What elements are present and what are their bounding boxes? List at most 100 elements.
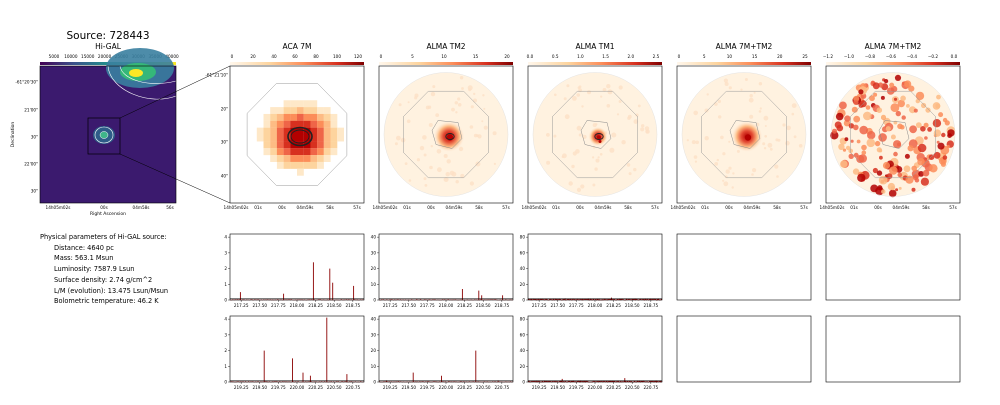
- noise-speck: [793, 135, 797, 139]
- map-x-tick: 00s: [576, 205, 584, 210]
- aca-pixel: [297, 127, 304, 135]
- noise-blob: [861, 150, 867, 155]
- noise-speck: [751, 173, 754, 176]
- spectrum-panel-4: 0 10 20 30 40 219.25 219.50 219.75 220.00 220.25 2…: [371, 315, 514, 390]
- noise-blob: [933, 151, 941, 159]
- noise-blob: [936, 94, 941, 100]
- aca-pixel: [270, 120, 277, 128]
- aca-pixel: [297, 155, 304, 162]
- hi-gal-y-tick: 30": [31, 135, 38, 140]
- aca-pixel: [330, 127, 338, 135]
- noise-blob: [911, 165, 917, 172]
- spectrum-x-tick: 220.50: [476, 385, 491, 390]
- spectrum-x-tick: 217.50: [550, 303, 565, 308]
- spectrum-x-tick: 217.75: [569, 303, 584, 308]
- hi-gal-colorbar-tick: 10000: [64, 54, 78, 59]
- noise-speck: [576, 187, 582, 192]
- noise-blob: [888, 189, 897, 198]
- spectrum-x-tick: 220.75: [346, 385, 361, 390]
- noise-speck: [723, 181, 729, 187]
- noise-speck: [436, 149, 442, 154]
- params-heading: Physical parameters of Hi-GAL source:: [40, 233, 167, 241]
- noise-blob: [942, 117, 948, 123]
- spectrum-y-tick: 40: [371, 317, 377, 322]
- map-frame: [229, 65, 365, 204]
- noise-speck: [704, 108, 709, 113]
- map-colorbar-tick: 0: [678, 54, 681, 59]
- noise-speck: [572, 96, 577, 101]
- map-colorbar-tick: 10: [727, 54, 733, 59]
- noise-blob: [835, 112, 844, 121]
- noise-speck: [722, 152, 726, 156]
- spectrum-y-tick: 1: [224, 364, 227, 369]
- noise-speck: [728, 166, 732, 170]
- noise-speck: [419, 145, 425, 151]
- noise-speck: [607, 89, 613, 95]
- noise-speck: [473, 92, 476, 96]
- spectrum-x-tick: 217.25: [532, 303, 547, 308]
- aca-pixel: [283, 161, 291, 169]
- noise-blob: [844, 115, 851, 122]
- noise-blob: [876, 170, 883, 176]
- noise-blob: [859, 125, 868, 135]
- aca-pixel: [263, 127, 271, 135]
- noise-blob: [858, 89, 864, 95]
- param-distance: Distance: 4640 pc: [54, 243, 114, 252]
- hi-gal-footprint: [431, 120, 463, 149]
- aca-pixel: [297, 113, 304, 121]
- spectrum-y-tick: 0: [522, 380, 525, 385]
- spectrum-x-tick: 219.75: [569, 385, 584, 390]
- noise-blob: [881, 189, 886, 194]
- aca-pixel: [323, 107, 331, 115]
- aca-pixel: [310, 148, 318, 156]
- noise-speck: [467, 85, 473, 91]
- noise-speck: [481, 120, 484, 123]
- noise-speck: [475, 161, 481, 167]
- spectrum-x-tick: 219.75: [271, 385, 286, 390]
- noise-speck: [618, 85, 623, 90]
- map-colorbar-tick: 20: [250, 54, 256, 59]
- aca-pixel: [317, 161, 324, 169]
- map-colorbar-tick: −1.0: [844, 54, 855, 59]
- noise-speck: [753, 91, 756, 94]
- source-peak: [744, 134, 752, 141]
- noise-speck: [764, 135, 767, 138]
- noise-speck: [722, 179, 725, 182]
- noise-blob: [856, 139, 861, 144]
- aca-pixel: [303, 134, 311, 142]
- noise-speck: [786, 125, 791, 131]
- hi-gal-y-tick: -61°20'30": [15, 80, 38, 85]
- hi-gal-source-contour: [94, 126, 114, 144]
- aca-pixel: [337, 134, 344, 142]
- noise-blob: [895, 188, 899, 192]
- noise-speck: [611, 132, 617, 138]
- noise-blob: [917, 158, 925, 166]
- spectrum-x-tick: 217.25: [383, 303, 398, 308]
- spectrum-x-tick: 218.00: [290, 303, 305, 308]
- aca-pixel: [270, 134, 277, 142]
- empty-spectrum-panel: [676, 233, 812, 301]
- beam-edge: [532, 72, 658, 197]
- aca-pixel: [323, 134, 331, 142]
- map-y-tick: 30": [221, 140, 228, 145]
- map-colorbar: [528, 62, 662, 65]
- noise-blob: [911, 187, 916, 192]
- noise-blob: [874, 140, 881, 147]
- noise-speck: [483, 125, 488, 130]
- hi-gal-colorbar-tick: 5000: [49, 54, 60, 59]
- hi-gal-peak: [129, 69, 143, 77]
- spectrum-x-tick: 219.50: [252, 385, 267, 390]
- aca-pixel: [310, 127, 318, 135]
- noise-speck: [621, 140, 626, 145]
- noise-speck: [483, 107, 486, 110]
- noise-speck: [554, 93, 557, 97]
- noise-speck: [455, 180, 459, 184]
- noise-blob: [908, 85, 915, 92]
- noise-speck: [791, 112, 795, 116]
- noise-blob: [905, 175, 914, 184]
- beam-edge: [383, 72, 509, 197]
- aca-pixel: [303, 127, 311, 135]
- noise-speck: [443, 154, 448, 158]
- aca-pixel: [317, 141, 324, 149]
- hi-gal-colorbar-tick: 40000: [165, 54, 179, 59]
